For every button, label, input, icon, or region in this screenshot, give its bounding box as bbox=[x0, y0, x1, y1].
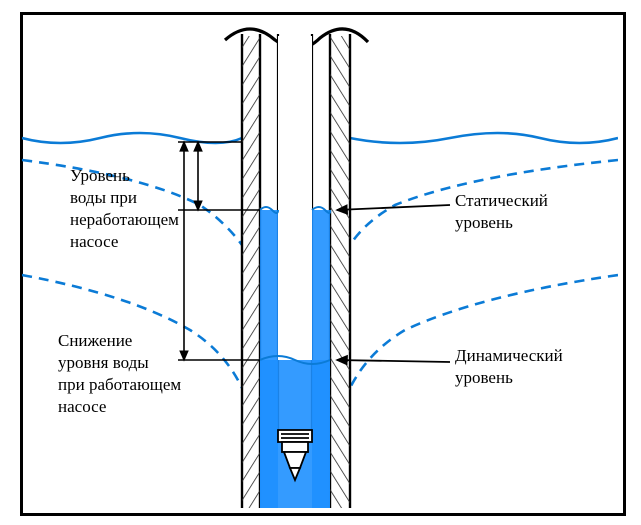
annulus-right bbox=[330, 36, 350, 510]
label-drop: Снижениеуровня водыпри работающемнасосе bbox=[58, 330, 181, 418]
water-table-right bbox=[350, 133, 618, 143]
annulus-left bbox=[242, 36, 260, 510]
label-static: Статическийуровень bbox=[455, 190, 548, 234]
label-static-off: Уровеньводы принеработающемнасосе bbox=[70, 165, 179, 253]
pointer-dynamic bbox=[337, 360, 450, 362]
label-dynamic: Динамическийуровень bbox=[455, 345, 563, 389]
well-diagram bbox=[0, 0, 641, 525]
